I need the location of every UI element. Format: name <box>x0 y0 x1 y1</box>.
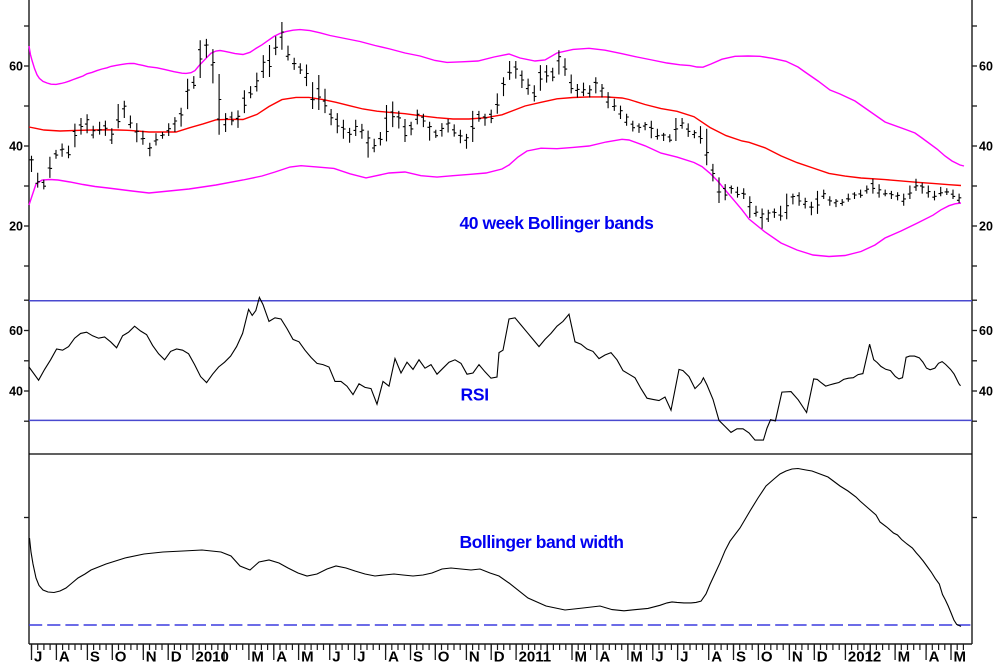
svg-text:D: D <box>171 649 182 666</box>
svg-text:A: A <box>276 649 287 666</box>
svg-text:J: J <box>655 649 663 666</box>
svg-text:M: M <box>575 649 588 666</box>
svg-text:40: 40 <box>979 384 993 398</box>
svg-text:O: O <box>115 649 127 666</box>
svg-text:M: M <box>954 649 967 666</box>
svg-text:40: 40 <box>979 139 993 153</box>
svg-text:2011: 2011 <box>519 649 552 666</box>
svg-text:M: M <box>301 649 314 666</box>
svg-text:2012: 2012 <box>848 649 881 666</box>
svg-text:J: J <box>332 649 340 666</box>
svg-text:J: J <box>680 649 688 666</box>
svg-text:60: 60 <box>9 59 23 73</box>
svg-text:40: 40 <box>9 139 23 153</box>
svg-text:M: M <box>251 649 264 666</box>
svg-text:Bollinger band width: Bollinger band width <box>460 532 624 552</box>
svg-text:N: N <box>469 649 480 666</box>
svg-text:O: O <box>761 649 773 666</box>
svg-text:60: 60 <box>979 59 993 73</box>
svg-text:2010: 2010 <box>196 649 229 666</box>
svg-text:20: 20 <box>979 219 993 233</box>
svg-text:40 week Bollinger bands: 40 week Bollinger bands <box>460 213 655 233</box>
svg-text:M: M <box>898 649 911 666</box>
svg-text:60: 60 <box>9 324 23 338</box>
svg-text:60: 60 <box>979 324 993 338</box>
svg-text:S: S <box>413 649 423 666</box>
svg-text:S: S <box>736 649 746 666</box>
svg-text:A: A <box>59 649 70 666</box>
svg-text:A: A <box>711 649 722 666</box>
svg-text:A: A <box>599 649 610 666</box>
svg-text:J: J <box>357 649 365 666</box>
svg-text:N: N <box>146 649 157 666</box>
svg-text:A: A <box>929 649 940 666</box>
svg-text:RSI: RSI <box>461 385 489 405</box>
svg-text:A: A <box>388 649 399 666</box>
svg-text:O: O <box>438 649 450 666</box>
svg-text:S: S <box>90 649 100 666</box>
svg-text:M: M <box>630 649 643 666</box>
svg-text:J: J <box>34 649 42 666</box>
svg-text:20: 20 <box>9 219 23 233</box>
svg-text:D: D <box>494 649 505 666</box>
svg-text:D: D <box>817 649 828 666</box>
svg-text:40: 40 <box>9 384 23 398</box>
svg-text:N: N <box>792 649 803 666</box>
